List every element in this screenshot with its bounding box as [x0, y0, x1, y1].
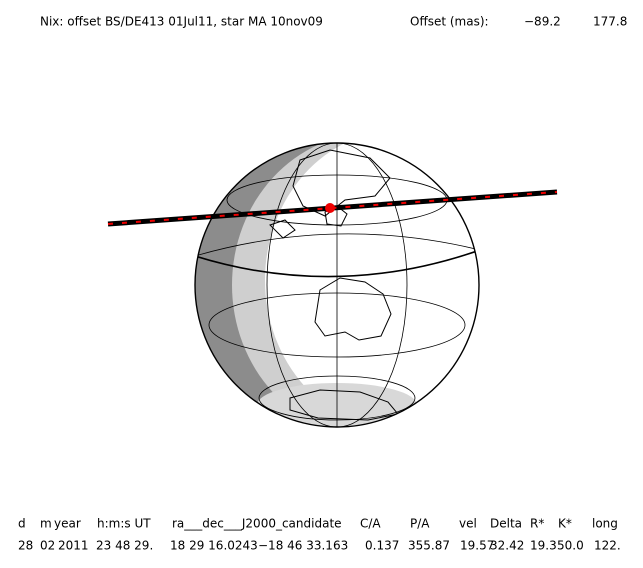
column-header: Delta: [490, 517, 522, 531]
offset-label: Offset (mas):: [410, 15, 489, 29]
column-header: year: [54, 517, 81, 531]
table-cell: −18 46 33.163: [258, 539, 348, 553]
shadow-track: [107, 189, 558, 227]
table-cell: 355.87: [408, 539, 450, 553]
offset-value: −89.2: [524, 15, 561, 29]
column-header: C/A: [360, 517, 381, 531]
event-table: d m year h:m:s UT ra___dec___J2000_candidate…: [18, 517, 621, 553]
column-header: ra___dec___J2000_candidate: [172, 517, 342, 531]
column-header: R*: [530, 517, 544, 531]
table-cell: 122.: [594, 539, 621, 553]
column-header: m: [40, 517, 52, 531]
column-header: vel: [459, 517, 477, 531]
table-cell: 02: [40, 539, 55, 553]
table-cell: 28: [18, 539, 33, 553]
column-header: K*: [558, 517, 572, 531]
offset-value: 177.8: [593, 15, 627, 29]
column-header: P/A: [410, 517, 430, 531]
table-cell: 19.57: [460, 539, 494, 553]
map-title: Nix: offset BS/DE413 01Jul11, star MA 10…: [40, 15, 323, 29]
table-cell: 2011: [58, 539, 89, 553]
column-header: d: [18, 517, 26, 531]
table-cell: 23 48 29.: [96, 539, 153, 553]
table-cell: 19.3: [530, 539, 557, 553]
table-cell: 32.42: [490, 539, 524, 553]
table-cell: 0.137: [365, 539, 399, 553]
column-header: h:m:s UT: [97, 517, 151, 531]
table-cell: 50.0: [557, 539, 584, 553]
globe: [194, 142, 480, 428]
table-cell: 18 29 16.0243: [170, 539, 258, 553]
column-header: long: [592, 517, 618, 531]
